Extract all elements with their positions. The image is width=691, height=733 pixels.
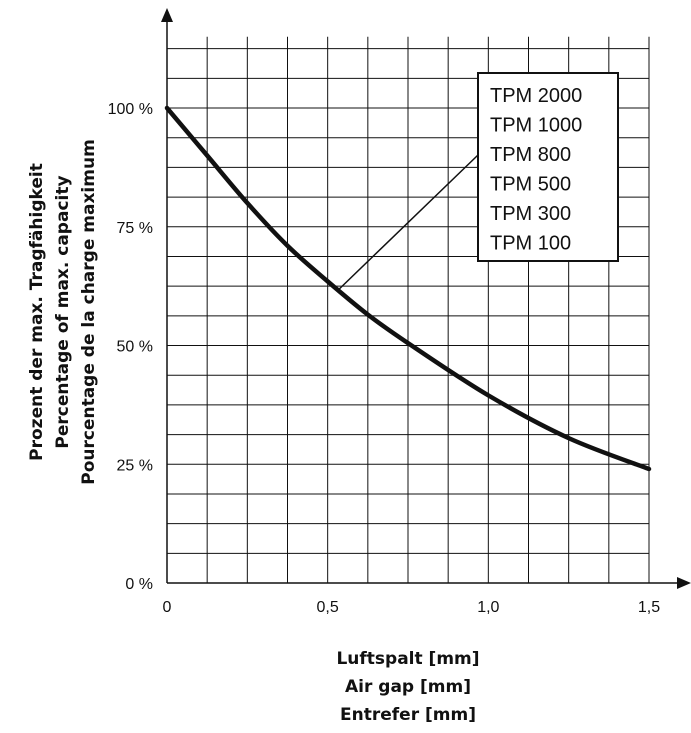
- capacity-curve: [164, 105, 652, 472]
- legend-entry: TPM 800: [490, 144, 571, 166]
- legend: TPM 2000 TPM 1000 TPM 800 TPM 500 TPM 300 TPM…: [477, 72, 619, 262]
- y-axis-arrow: [161, 8, 173, 22]
- legend-entry: TPM 100: [490, 233, 571, 255]
- y-tick-label: 50 %: [117, 339, 153, 356]
- legend-entry: TPM 2000: [490, 85, 582, 107]
- x-tick-label: 1,5: [638, 599, 660, 616]
- y-axis-label-en: Percentage of max. capacity: [53, 175, 73, 448]
- y-tick-label: 75 %: [117, 220, 153, 237]
- y-tick-label: 0 %: [125, 576, 153, 593]
- y-tick-label: 100 %: [108, 101, 153, 118]
- x-tick-label: 0,5: [317, 599, 339, 616]
- x-axis-label-fr: Entrefer [mm]: [340, 705, 476, 725]
- y-tick-label: 25 %: [117, 457, 153, 474]
- y-tick-labels: 0 % 25 % 50 % 75 % 100 %: [108, 101, 153, 593]
- x-axis-label-de: Luftspalt [mm]: [336, 649, 479, 669]
- x-axis-label: Luftspalt [mm] Air gap [mm] Entrefer [mm…: [336, 649, 479, 725]
- x-axis-label-en: Air gap [mm]: [345, 677, 471, 697]
- legend-entry: TPM 500: [490, 174, 571, 196]
- legend-box: [477, 72, 619, 262]
- y-axis-label: Prozent der max. Tragfähigkeit Percentag…: [27, 139, 99, 485]
- y-axis-label-fr: Pourcentage de la charge maximum: [79, 139, 99, 485]
- x-tick-label: 0: [163, 599, 172, 616]
- axes: [161, 8, 691, 589]
- y-axis-label-de: Prozent der max. Tragfähigkeit: [27, 163, 47, 461]
- legend-entry: TPM 300: [490, 203, 571, 225]
- legend-pointer-line: [336, 154, 479, 292]
- x-tick-label: 1,0: [477, 599, 499, 616]
- x-axis-arrow: [677, 577, 691, 589]
- legend-entry: TPM 1000: [490, 115, 582, 137]
- x-tick-labels: 0 0,5 1,0 1,5: [163, 599, 661, 616]
